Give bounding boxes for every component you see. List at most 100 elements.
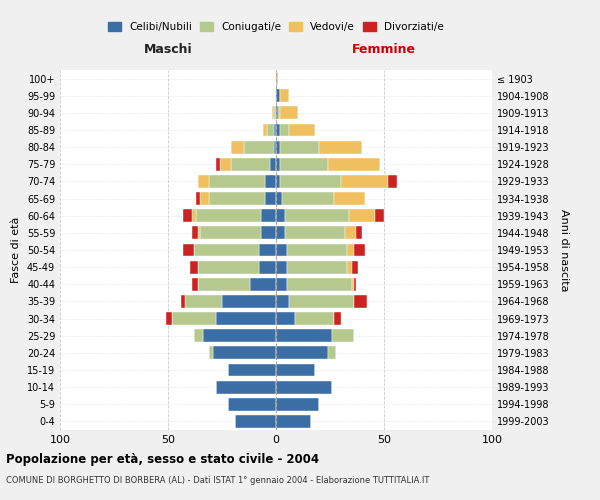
Bar [276,175,280,188]
Bar [352,278,354,290]
Bar [276,192,283,205]
Bar [354,244,365,256]
Bar [235,415,276,428]
Bar [196,192,200,205]
Bar [190,260,198,274]
Bar [289,124,315,136]
Bar [183,244,194,256]
Bar [276,398,319,410]
Bar [284,210,349,222]
Bar [166,312,172,325]
Bar [276,210,284,222]
Bar [276,244,287,256]
Bar [220,158,230,170]
Bar [341,175,388,188]
Bar [172,312,215,325]
Bar [328,158,380,170]
Bar [229,364,276,376]
Bar [244,140,274,153]
Bar [200,192,209,205]
Bar [287,278,352,290]
Bar [283,192,334,205]
Bar [261,226,276,239]
Bar [192,226,198,239]
Bar [276,140,280,153]
Bar [209,175,265,188]
Bar [278,106,280,120]
Bar [198,260,259,274]
Y-axis label: Anni di nascita: Anni di nascita [559,209,569,291]
Bar [198,226,200,239]
Bar [280,90,289,102]
Text: Maschi: Maschi [143,42,193,56]
Bar [295,312,334,325]
Bar [276,330,332,342]
Bar [280,124,289,136]
Bar [261,210,276,222]
Bar [185,295,222,308]
Bar [198,175,209,188]
Bar [276,72,278,85]
Bar [198,278,250,290]
Bar [276,312,295,325]
Bar [287,260,347,274]
Bar [203,330,276,342]
Bar [354,278,356,290]
Bar [345,226,356,239]
Bar [274,140,276,153]
Bar [356,226,362,239]
Bar [214,346,276,360]
Bar [276,415,311,428]
Bar [388,175,397,188]
Bar [183,210,192,222]
Bar [181,295,185,308]
Bar [269,158,276,170]
Bar [332,330,354,342]
Bar [265,192,276,205]
Bar [230,158,269,170]
Bar [349,210,376,222]
Bar [354,295,367,308]
Bar [334,192,365,205]
Bar [276,364,315,376]
Bar [200,226,261,239]
Bar [280,106,298,120]
Bar [319,140,362,153]
Bar [215,158,220,170]
Y-axis label: Fasce di età: Fasce di età [11,217,21,283]
Bar [230,140,244,153]
Bar [347,260,352,274]
Bar [259,244,276,256]
Bar [280,140,319,153]
Bar [229,398,276,410]
Bar [196,210,261,222]
Bar [276,90,280,102]
Bar [272,106,274,120]
Bar [276,260,287,274]
Text: Popolazione per età, sesso e stato civile - 2004: Popolazione per età, sesso e stato civil… [6,452,319,466]
Bar [276,380,332,394]
Bar [222,295,276,308]
Bar [194,330,203,342]
Bar [287,244,347,256]
Bar [209,346,214,360]
Bar [280,175,341,188]
Bar [250,278,276,290]
Bar [194,244,259,256]
Bar [268,124,274,136]
Legend: Celibi/Nubili, Coniugati/e, Vedovi/e, Divorziati/e: Celibi/Nubili, Coniugati/e, Vedovi/e, Di… [104,18,448,36]
Bar [209,192,265,205]
Bar [192,210,196,222]
Bar [274,106,276,120]
Bar [192,278,198,290]
Text: Femmine: Femmine [352,42,416,56]
Bar [274,124,276,136]
Bar [276,346,328,360]
Bar [276,158,280,170]
Bar [328,346,337,360]
Bar [215,312,276,325]
Bar [284,226,345,239]
Bar [334,312,341,325]
Text: COMUNE DI BORGHETTO DI BORBERA (AL) - Dati ISTAT 1° gennaio 2004 - Elaborazione : COMUNE DI BORGHETTO DI BORBERA (AL) - Da… [6,476,430,485]
Bar [265,175,276,188]
